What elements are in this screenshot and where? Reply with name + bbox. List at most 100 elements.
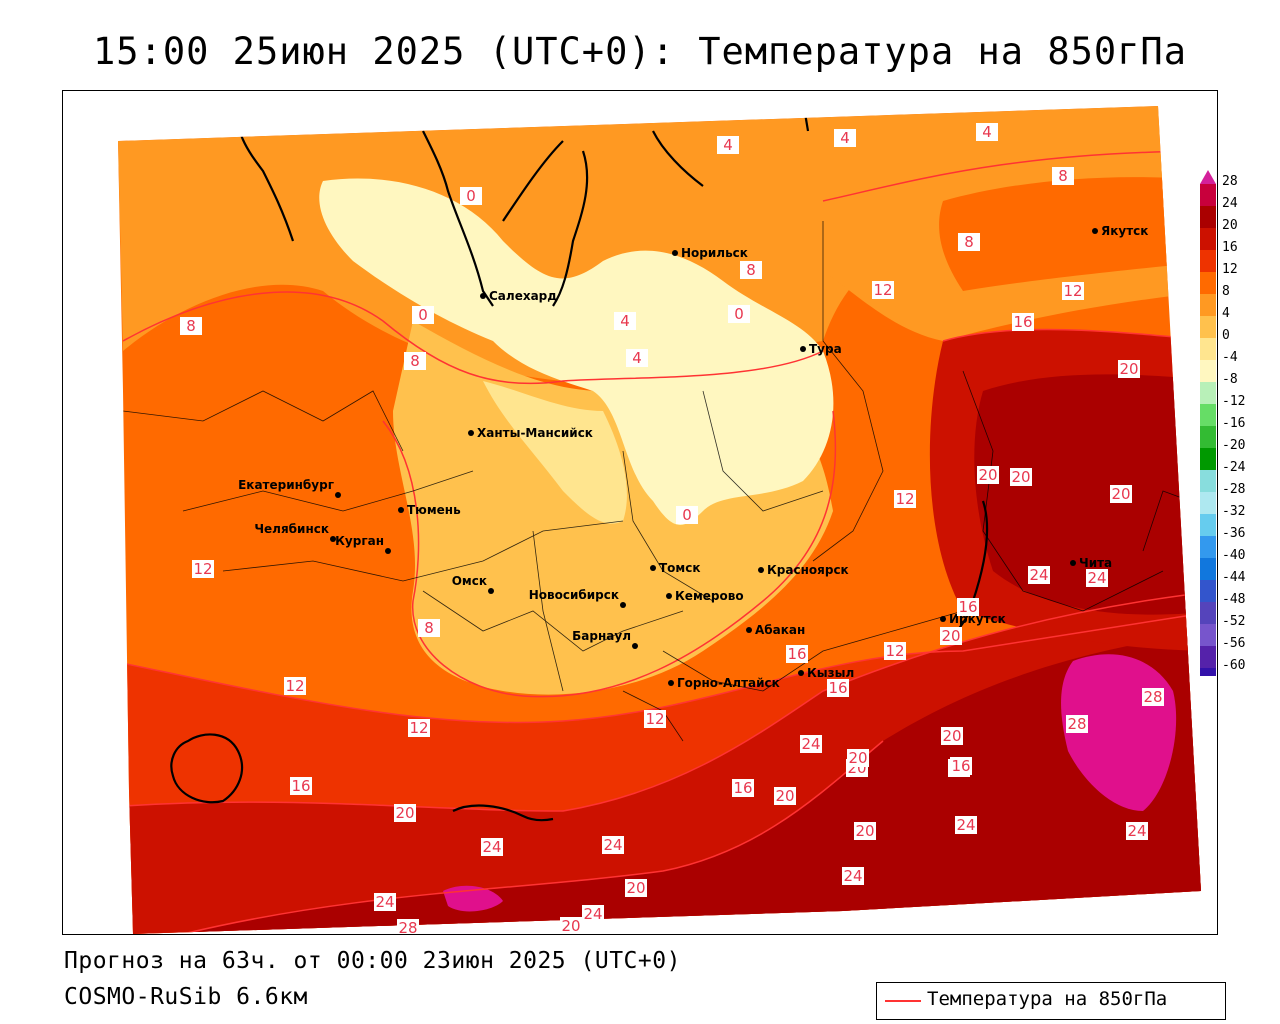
contour-label-bg [957, 598, 979, 616]
contour-value-label: 8 [964, 233, 974, 251]
contour-value-label: 24 [482, 838, 501, 856]
contour-value-label: 16 [951, 757, 970, 775]
contour-value-label: 12 [895, 490, 914, 508]
colorbar-swatch [1200, 228, 1216, 250]
contour-value-label: 24 [956, 816, 975, 834]
colorbar-tick-label: 24 [1222, 196, 1238, 211]
contour-value-label: 20 [626, 879, 645, 897]
colorbar-tick-label: -20 [1222, 438, 1246, 453]
contour-label-bg [884, 642, 906, 660]
colorbar-tick-label: -32 [1222, 504, 1246, 519]
map-canvas: Салехард Норильск Якутск Тура Ханты-Мансийск… [118, 106, 1201, 934]
city-marker [468, 430, 474, 436]
city-marker [1092, 228, 1098, 234]
city-marker [398, 507, 404, 513]
city-label: Омск [452, 574, 487, 588]
contour-label-bg [412, 306, 434, 324]
colorbar-swatch [1200, 316, 1216, 338]
contour-label-bg [404, 352, 426, 370]
contour-value-label: 24 [1127, 822, 1146, 840]
temperature-map: Салехард Норильск Якутск Тура Ханты-Мансийск… [62, 90, 1218, 935]
colorbar-swatch [1200, 580, 1216, 602]
city-label: Екатеринбург [238, 478, 334, 492]
contour-label-bg [800, 735, 822, 753]
contour-value-label: 4 [632, 349, 642, 367]
colorbar-tick-label: -40 [1222, 548, 1246, 563]
colorbar-tick-label: -4 [1222, 350, 1238, 365]
colorbar-tick-label: -8 [1222, 372, 1238, 387]
legend-line-swatch [885, 1000, 921, 1002]
city-marker [800, 346, 806, 352]
contour-label-bg [180, 317, 202, 335]
contour-value-label: 0 [682, 506, 692, 524]
city-marker [1070, 560, 1076, 566]
legend-label: Температура на 850гПа [927, 988, 1168, 1010]
colorbar-tick-label: -36 [1222, 526, 1246, 541]
city-marker [672, 250, 678, 256]
contour-value-label: 24 [375, 893, 394, 911]
contour-value-label: 28 [398, 919, 417, 934]
city-markers: Салехард Норильск Якутск Тура Ханты-Мансийск… [238, 224, 1148, 690]
city-marker [632, 643, 638, 649]
contour-label-bg [774, 787, 796, 805]
city-label: Норильск [681, 246, 748, 260]
contour-value-label: 4 [620, 312, 630, 330]
colorbar-swatch [1200, 536, 1216, 558]
colorbar-tick-label: 20 [1222, 218, 1238, 233]
contour-label-bg [284, 677, 306, 695]
city-marker [798, 670, 804, 676]
contour-value-label: 16 [787, 645, 806, 663]
contour-value-label: 0 [418, 306, 428, 324]
colorbar-tick-label: 12 [1222, 262, 1238, 277]
contour-value-label: 20 [1011, 468, 1030, 486]
contour-label-bg [560, 917, 582, 934]
contour-value-label: 12 [1063, 282, 1082, 300]
contour-value-label: 16 [958, 598, 977, 616]
contour-label-bg [397, 919, 419, 934]
city-label: Тюмень [407, 503, 461, 517]
city-marker [488, 588, 494, 594]
city-label: Якутск [1101, 224, 1148, 238]
contour-value-label: 20 [395, 804, 414, 822]
forecast-info: Прогноз на 63ч. от 00:00 23июн 2025 (UTC… [64, 948, 681, 974]
contour-label-bg [1126, 822, 1148, 840]
contour-label-bg [1142, 688, 1164, 706]
city-marker [335, 492, 341, 498]
colorbar [1200, 170, 1216, 676]
colorbar-tick-label: 4 [1222, 306, 1230, 321]
colorbar-swatch [1200, 426, 1216, 448]
contour-label-bg [374, 893, 396, 911]
colorbar-swatch [1200, 206, 1216, 228]
contour-value-label: 20 [1111, 485, 1130, 503]
contour-label-bg [614, 312, 636, 330]
colorbar-swatch [1200, 492, 1216, 514]
colorbar-tick-label: -44 [1222, 570, 1246, 585]
coastline [170, 106, 989, 822]
city-label: Горно-Алтайск [677, 676, 780, 690]
colorbar-swatch [1200, 558, 1216, 580]
contour-label-bg [854, 822, 876, 840]
contour-label-bg [955, 816, 977, 834]
contour-value-label: 12 [409, 719, 428, 737]
colorbar-swatch [1200, 294, 1216, 316]
contour-value-label: 24 [583, 905, 602, 923]
city-label: Тура [809, 342, 842, 356]
contour-label-bg [827, 679, 849, 697]
region-borders [122, 221, 1201, 742]
contour-value-label: 24 [843, 867, 862, 885]
colorbar-swatch [1200, 338, 1216, 360]
contour-label-bg [676, 506, 698, 524]
contour-value-label: 12 [285, 677, 304, 695]
contour-label-bg [1110, 485, 1132, 503]
colorbar-tick-label: 28 [1222, 174, 1238, 189]
contour-value-label: 4 [723, 136, 733, 154]
contour-label-bg [977, 466, 999, 484]
contour-value-label: 20 [1119, 360, 1138, 378]
contour-value-label: 8 [746, 261, 756, 279]
contour-value-label: 8 [186, 317, 196, 335]
city-marker [385, 548, 391, 554]
colorbar-tick-label: -52 [1222, 614, 1246, 629]
colorbar-tick-label: -16 [1222, 416, 1246, 431]
contour-value-label: 4 [982, 123, 992, 141]
city-marker [620, 602, 626, 608]
